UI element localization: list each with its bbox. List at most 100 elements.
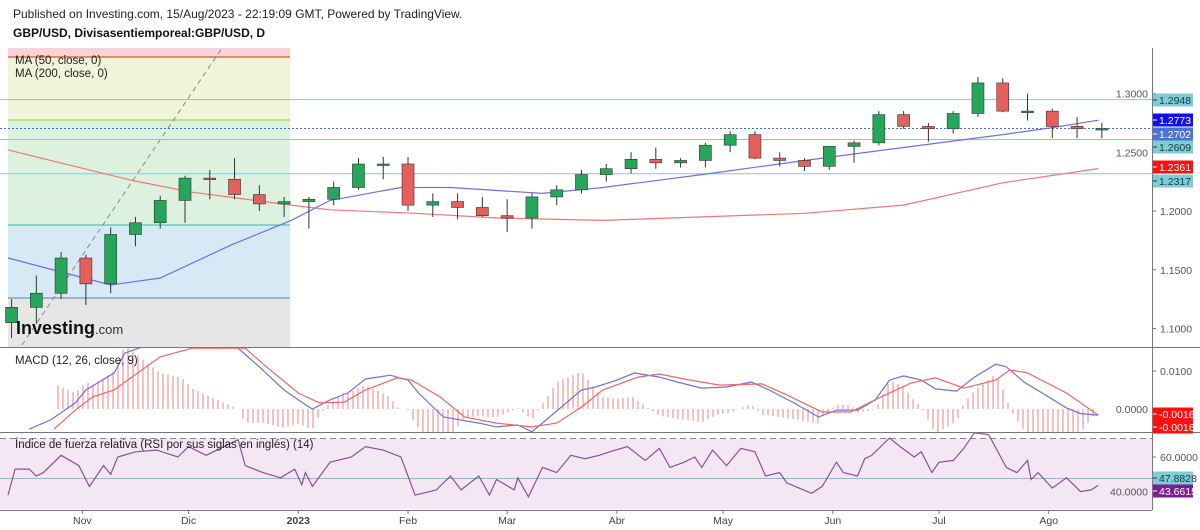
candle	[352, 158, 365, 190]
candle	[550, 185, 564, 206]
candle-body	[500, 215, 514, 219]
macd-title: MACD (12, 26, close, 9)	[15, 355, 138, 367]
y-tick-label: 1.2500	[1116, 147, 1148, 159]
x-tick-label: May	[713, 515, 734, 527]
price-label-text: 1.2773	[1159, 115, 1191, 127]
price-label: 1.2948	[1153, 93, 1193, 107]
x-tick-label: Jun	[824, 515, 841, 527]
candle-body	[550, 189, 564, 198]
candle-body	[1095, 128, 1109, 131]
rsi-reference-label-bg	[1153, 471, 1193, 485]
candle	[30, 275, 43, 324]
candle-body	[674, 160, 687, 164]
candle-body	[153, 200, 167, 224]
candle-body	[1070, 126, 1084, 130]
zone-green	[8, 120, 290, 225]
candle-body	[822, 146, 836, 167]
legend-ma50: MA (50, close, 0)	[15, 55, 101, 67]
macd-value-label-bg	[1153, 407, 1193, 421]
candle	[649, 147, 663, 169]
candle-body	[253, 194, 266, 205]
candle-body	[946, 113, 960, 130]
candle	[327, 181, 340, 206]
price-label-bg	[1153, 160, 1193, 174]
candle-body	[575, 174, 588, 191]
zone-yellow	[8, 57, 290, 120]
candle-body	[228, 178, 241, 195]
candle-body	[525, 196, 539, 219]
drawing-zones	[8, 47, 290, 347]
candle-body	[847, 142, 861, 147]
symbol-title: GBP/USD, Divisasentiemporeal:GBP/USD, D	[13, 26, 266, 40]
candle	[946, 111, 960, 134]
candle-body	[451, 201, 464, 208]
y-tick-label: 0.0000	[1116, 404, 1148, 416]
x-tick-label: Dic	[181, 515, 196, 527]
price-label: 1.2361	[1153, 160, 1193, 174]
price-label: 1.2609	[1153, 140, 1193, 154]
candle	[277, 196, 291, 217]
candle-body	[426, 201, 440, 206]
candle-body	[699, 144, 712, 161]
ma50-line	[7, 119, 1099, 286]
candle-body	[748, 134, 762, 159]
rsi-band	[0, 438, 1152, 509]
rsi-reference-label-text: 47.8828	[1159, 473, 1197, 485]
candle	[699, 142, 712, 168]
candle	[575, 169, 588, 194]
candle	[674, 158, 687, 168]
candle	[401, 156, 415, 211]
candle	[476, 196, 489, 217]
candle-body	[649, 159, 663, 164]
logo-suffix: .com	[95, 322, 123, 337]
candle	[996, 78, 1010, 113]
rsi-title: Índice de fuerza relativa (RSI por sus s…	[15, 438, 314, 451]
candle	[451, 193, 464, 220]
macd-value-label: -0.0016	[1153, 407, 1195, 421]
candle	[897, 111, 910, 129]
candle	[872, 111, 886, 146]
legend-ma200: MA (200, close, 0)	[15, 68, 108, 80]
candle	[723, 131, 737, 153]
price-label: 1.2317	[1153, 174, 1193, 188]
candle	[426, 193, 440, 217]
candle	[302, 196, 316, 229]
candle	[822, 146, 836, 170]
signal-line	[53, 348, 1099, 430]
candle	[1070, 117, 1084, 139]
x-tick-label: Jul	[932, 515, 945, 527]
trend-line-dashed[interactable]	[21, 47, 223, 346]
candle-body	[476, 207, 489, 217]
candle-body	[1046, 110, 1059, 127]
rsi-line	[7, 433, 1099, 499]
price-label-bg	[1153, 93, 1193, 107]
x-tick-label: Feb	[399, 515, 417, 527]
candle	[228, 158, 241, 200]
candle	[1021, 93, 1034, 121]
signal-value-label: -0.0016	[1153, 420, 1195, 434]
y-tick-label: 60.0000	[1160, 452, 1198, 464]
candle-body	[79, 257, 93, 285]
candle	[599, 164, 613, 182]
candle	[1046, 108, 1059, 139]
candle	[500, 199, 514, 233]
price-label-bg	[1153, 113, 1193, 127]
price-label: 1.2702	[1153, 127, 1193, 141]
price-label-text: 1.2948	[1159, 95, 1191, 107]
candle	[104, 227, 117, 294]
candle	[525, 193, 539, 229]
candle	[773, 152, 787, 167]
x-tick-label: 2023	[287, 515, 311, 527]
x-tick-label: Nov	[73, 515, 92, 527]
candle-body	[30, 292, 43, 308]
rsi-value-label: 43.6615	[1153, 484, 1197, 498]
candle-body	[302, 198, 316, 202]
candle-body	[104, 234, 117, 285]
candle	[922, 122, 935, 142]
y-tick-label: 1.1000	[1160, 324, 1192, 336]
macd-value-label-text: -0.0016	[1159, 409, 1195, 421]
rsi-value-label-text: 43.6615	[1159, 486, 1197, 498]
candle	[253, 185, 266, 211]
x-tick-label: Abr	[609, 515, 626, 527]
